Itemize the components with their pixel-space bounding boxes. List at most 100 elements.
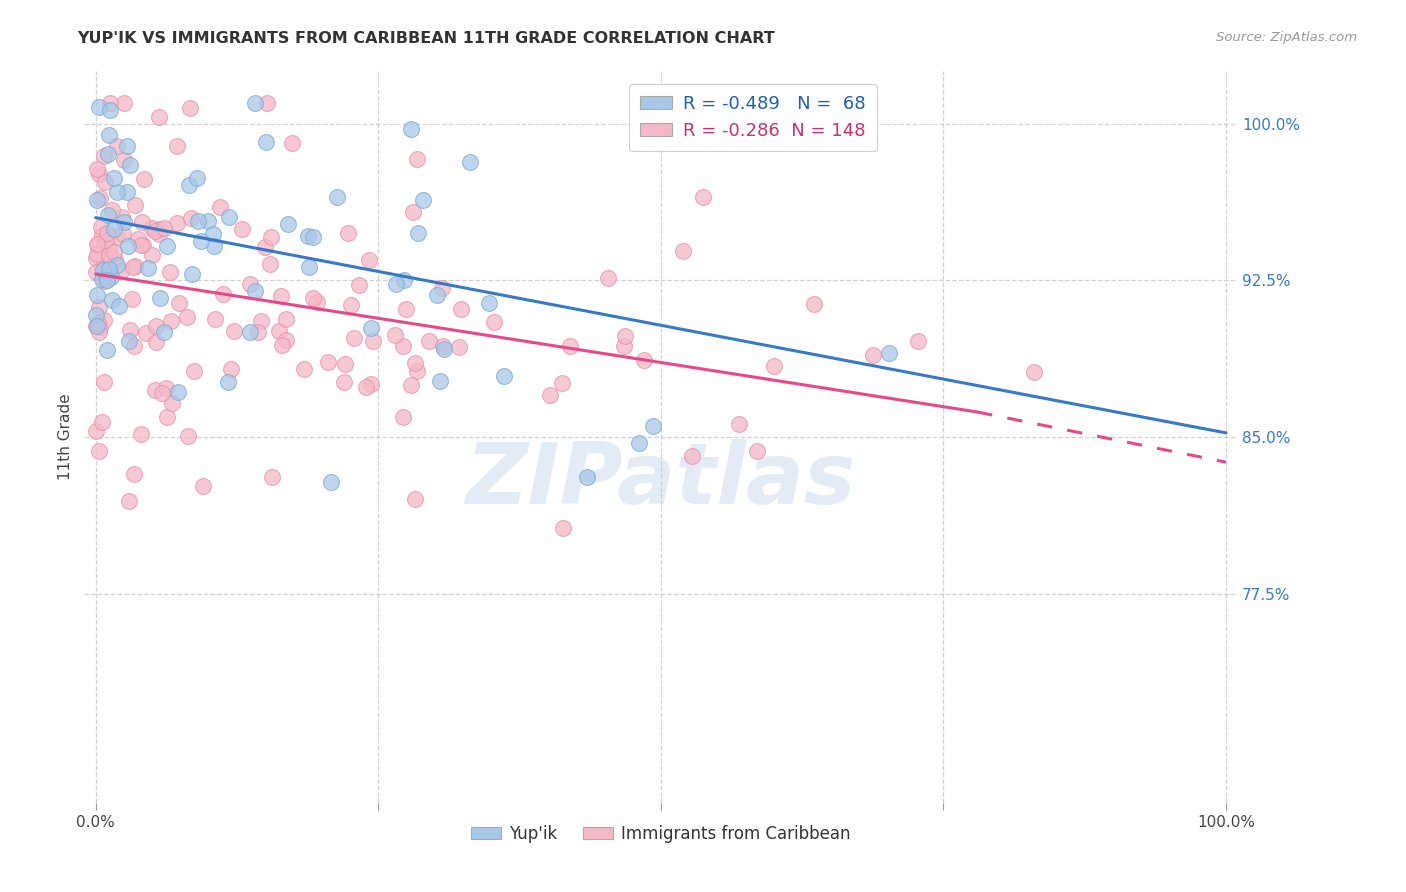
Point <box>218 211 240 225</box>
Point <box>325 189 347 203</box>
Point <box>124 198 146 212</box>
Point <box>97 248 120 262</box>
Point <box>90 219 112 234</box>
Point <box>103 221 125 235</box>
Point <box>89 167 111 181</box>
Point <box>96 273 118 287</box>
Point <box>270 289 292 303</box>
Point <box>239 325 262 339</box>
Point <box>412 194 434 208</box>
Point <box>117 334 139 348</box>
Point <box>202 239 225 253</box>
Point <box>97 242 120 256</box>
Point <box>93 149 115 163</box>
Point <box>117 238 139 252</box>
Point <box>103 244 125 259</box>
Point <box>97 262 120 277</box>
Point <box>406 226 429 240</box>
Point <box>551 521 574 535</box>
Point <box>222 324 245 338</box>
Point <box>613 339 636 353</box>
Point <box>596 270 619 285</box>
Point <box>110 263 132 277</box>
Point <box>105 185 128 199</box>
Point <box>321 475 343 489</box>
Point <box>96 227 118 241</box>
Point <box>560 339 582 353</box>
Point <box>100 270 122 285</box>
Point <box>86 288 108 302</box>
Point <box>458 154 481 169</box>
Point <box>156 409 179 424</box>
Point <box>360 321 382 335</box>
Point <box>153 325 176 339</box>
Point <box>399 121 422 136</box>
Point <box>129 238 152 252</box>
Point <box>91 262 114 277</box>
Point <box>1022 365 1045 379</box>
Point <box>399 378 422 392</box>
Point <box>406 364 429 378</box>
Point <box>155 381 177 395</box>
Point <box>89 325 111 339</box>
Point <box>249 314 271 328</box>
Point <box>550 376 572 391</box>
Text: Source: ZipAtlas.com: Source: ZipAtlas.com <box>1216 31 1357 45</box>
Point <box>302 291 325 305</box>
Point <box>357 253 380 268</box>
Point <box>114 153 136 167</box>
Point <box>97 208 120 222</box>
Point <box>256 95 278 110</box>
Point <box>167 295 190 310</box>
Point <box>681 449 703 463</box>
Point <box>118 159 141 173</box>
Point <box>274 312 297 326</box>
Point <box>763 359 786 374</box>
Point <box>84 319 107 334</box>
Point <box>86 161 108 176</box>
Point <box>111 210 134 224</box>
Point <box>141 247 163 261</box>
Point <box>243 285 266 299</box>
Point <box>177 178 200 192</box>
Point <box>84 251 107 265</box>
Point <box>86 236 108 251</box>
Point <box>89 320 111 334</box>
Point <box>360 377 382 392</box>
Point <box>114 215 136 229</box>
Point <box>93 376 115 390</box>
Point <box>384 328 406 343</box>
Point <box>187 213 209 227</box>
Point <box>254 240 277 254</box>
Point <box>745 444 768 458</box>
Point <box>86 308 108 322</box>
Point <box>339 298 361 312</box>
Point <box>392 273 415 287</box>
Point <box>186 170 208 185</box>
Point <box>93 274 115 288</box>
Point <box>87 301 110 315</box>
Text: ZIPatlas: ZIPatlas <box>465 440 856 523</box>
Point <box>197 214 219 228</box>
Point <box>426 288 449 302</box>
Point <box>450 301 472 316</box>
Point <box>118 323 141 337</box>
Point <box>494 368 516 383</box>
Point <box>212 286 235 301</box>
Point <box>86 318 108 333</box>
Point <box>672 244 695 258</box>
Point <box>124 259 146 273</box>
Text: YUP'IK VS IMMIGRANTS FROM CARIBBEAN 11TH GRADE CORRELATION CHART: YUP'IK VS IMMIGRANTS FROM CARIBBEAN 11TH… <box>77 31 775 46</box>
Point <box>538 387 561 401</box>
Point <box>148 110 170 124</box>
Point <box>333 375 356 389</box>
Point <box>281 136 304 151</box>
Point <box>134 171 156 186</box>
Point <box>94 175 117 189</box>
Point <box>89 100 111 114</box>
Point <box>107 230 129 244</box>
Point <box>269 324 291 338</box>
Point <box>292 361 315 376</box>
Point <box>160 313 183 327</box>
Legend: Yup'ik, Immigrants from Caribbean: Yup'ik, Immigrants from Caribbean <box>464 818 858 849</box>
